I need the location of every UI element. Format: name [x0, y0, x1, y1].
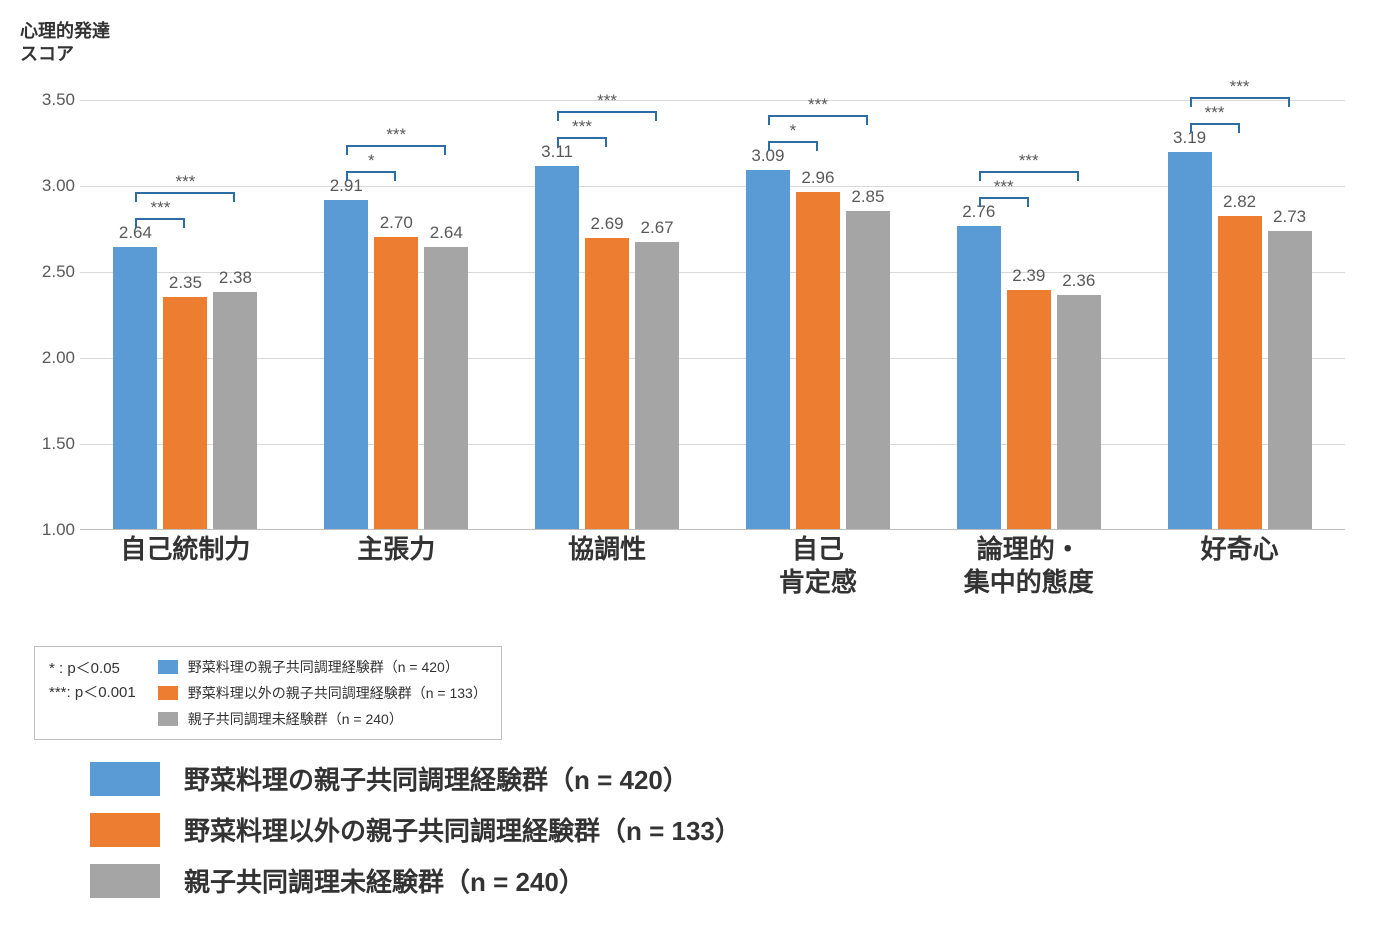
- y-tick-label: 2.50: [25, 262, 75, 282]
- significance-bracket: [979, 171, 1079, 181]
- outer-legend-item: 野菜料理の親子共同調理経験群（n = 420）: [90, 760, 1365, 797]
- bar-group: 3.112.692.67協調性: [535, 166, 679, 529]
- bar: 2.38: [213, 292, 257, 529]
- bar-value-label: 2.67: [641, 218, 674, 238]
- significance-label: ***: [1019, 151, 1039, 171]
- significance-bracket: [979, 197, 1029, 207]
- bar: 3.19: [1168, 152, 1212, 529]
- bar: 2.64: [424, 247, 468, 529]
- bar-group: 2.912.702.64主張力: [324, 200, 468, 529]
- bar-value-label: 2.96: [801, 168, 834, 188]
- bar: 2.67: [635, 242, 679, 529]
- inner-legend: * : p＜0.05 ***: p＜0.001 野菜料理の親子共同調理経験群（n…: [34, 646, 502, 740]
- bar-group: 2.762.392.36論理的・ 集中的態度: [957, 226, 1101, 529]
- y-tick-label: 2.00: [25, 348, 75, 368]
- legend-item: 親子共同調理未経験群（n = 240）: [158, 709, 487, 729]
- gridline: [80, 272, 1345, 273]
- legend-swatch: [90, 762, 160, 796]
- significance-bracket: [557, 111, 657, 121]
- significance-label: ***: [175, 172, 195, 192]
- bar: 2.36: [1057, 295, 1101, 529]
- y-tick-label: 3.50: [25, 90, 75, 110]
- bar: 3.11: [535, 166, 579, 529]
- bar-value-label: 2.64: [430, 223, 463, 243]
- bar-group: 3.192.822.73好奇心: [1168, 152, 1312, 529]
- legend-label: 野菜料理の親子共同調理経験群（n = 420）: [184, 760, 689, 797]
- bar-group: 2.642.352.38自己統制力: [113, 247, 257, 529]
- legend-item: 野菜料理以外の親子共同調理経験群（n = 133）: [158, 683, 487, 703]
- bar: 2.73: [1268, 231, 1312, 529]
- bar-value-label: 2.82: [1223, 192, 1256, 212]
- bar-value-label: 2.35: [169, 273, 202, 293]
- bar-value-label: 2.36: [1062, 271, 1095, 291]
- legend-swatch: [90, 864, 160, 898]
- y-tick-label: 1.50: [25, 434, 75, 454]
- significance-bracket: [346, 145, 446, 155]
- outer-legend-item: 親子共同調理未経験群（n = 240）: [90, 862, 1365, 899]
- legend-label: 親子共同調理未経験群（n = 240）: [188, 709, 403, 729]
- bar-value-label: 2.70: [380, 213, 413, 233]
- significance-label: ***: [808, 95, 828, 115]
- legend-swatch: [90, 813, 160, 847]
- outer-legend: 野菜料理の親子共同調理経験群（n = 420） 野菜料理以外の親子共同調理経験群（…: [90, 760, 1365, 899]
- bar-value-label: 2.69: [591, 214, 624, 234]
- gridline: [80, 444, 1345, 445]
- legend-label: 野菜料理以外の親子共同調理経験群（n = 133）: [184, 811, 741, 848]
- bar: 2.70: [374, 237, 418, 529]
- significance-bracket: [768, 141, 818, 151]
- outer-legend-item: 野菜料理以外の親子共同調理経験群（n = 133）: [90, 811, 1365, 848]
- bar-value-label: 2.38: [219, 268, 252, 288]
- legend-swatch: [158, 660, 178, 674]
- legend-label: 野菜料理の親子共同調理経験群（n = 420）: [188, 657, 459, 677]
- p-value-note: * : p＜0.05 ***: p＜0.001: [49, 657, 136, 705]
- bar: 2.91: [324, 200, 368, 529]
- legend-items: 野菜料理の親子共同調理経験群（n = 420） 野菜料理以外の親子共同調理経験群（…: [158, 657, 487, 729]
- bar: 2.39: [1007, 290, 1051, 529]
- y-tick-label: 3.00: [25, 176, 75, 196]
- bar: 2.96: [796, 192, 840, 529]
- significance-label: ***: [1230, 77, 1250, 97]
- gridline: [80, 100, 1345, 101]
- bar: 2.64: [113, 247, 157, 529]
- significance-label: ***: [386, 125, 406, 145]
- significance-bracket: [346, 171, 396, 181]
- legend-swatch: [158, 712, 178, 726]
- significance-bracket: [135, 192, 235, 202]
- bar-value-label: 2.39: [1012, 266, 1045, 286]
- bar-value-label: 2.73: [1273, 207, 1306, 227]
- legend-swatch: [158, 686, 178, 700]
- bar: 2.35: [163, 297, 207, 529]
- category-label: 好奇心: [1115, 533, 1365, 566]
- significance-label: ***: [597, 91, 617, 111]
- bar: 2.69: [585, 238, 629, 529]
- bar: 3.09: [746, 170, 790, 529]
- y-axis-title: 心理的発達 スコア: [20, 20, 110, 67]
- legend-label: 親子共同調理未経験群（n = 240）: [184, 862, 585, 899]
- legend-item: 野菜料理の親子共同調理経験群（n = 420）: [158, 657, 487, 677]
- bar-group: 3.092.962.85自己 肯定感: [746, 170, 890, 529]
- significance-bracket: [1190, 97, 1290, 107]
- chart: 心理的発達 スコア 1.001.502.002.503.003.502.642.…: [20, 20, 1365, 630]
- bar: 2.82: [1218, 216, 1262, 529]
- gridline: [80, 358, 1345, 359]
- significance-bracket: [768, 115, 868, 125]
- significance-bracket: [1190, 123, 1240, 133]
- plot-area: 1.001.502.002.503.003.502.642.352.38自己統制…: [80, 100, 1345, 530]
- significance-bracket: [557, 137, 607, 147]
- bar-value-label: 2.85: [851, 187, 884, 207]
- gridline: [80, 186, 1345, 187]
- bar: 2.76: [957, 226, 1001, 529]
- significance-bracket: [135, 218, 185, 228]
- bar: 2.85: [846, 211, 890, 529]
- legend-label: 野菜料理以外の親子共同調理経験群（n = 133）: [188, 683, 487, 703]
